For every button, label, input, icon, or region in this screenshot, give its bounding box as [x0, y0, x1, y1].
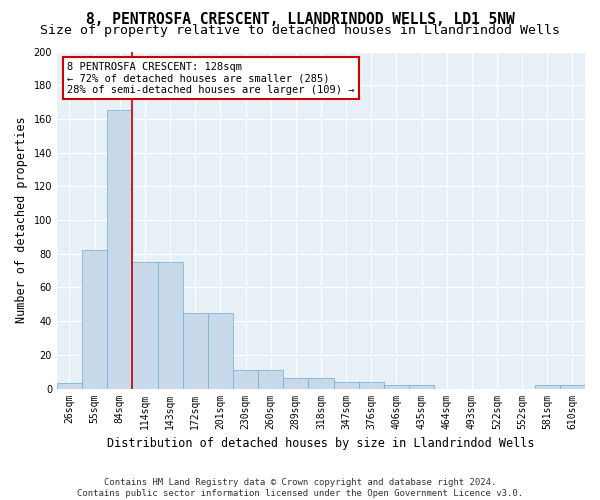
Bar: [308, 378, 334, 388]
Bar: [384, 385, 409, 388]
Text: Size of property relative to detached houses in Llandrindod Wells: Size of property relative to detached ho…: [40, 24, 560, 37]
Bar: [208, 312, 233, 388]
Bar: [334, 382, 359, 388]
Bar: [535, 385, 560, 388]
Bar: [182, 312, 208, 388]
Text: 8, PENTROSFA CRESCENT, LLANDRINDOD WELLS, LD1 5NW: 8, PENTROSFA CRESCENT, LLANDRINDOD WELLS…: [86, 12, 514, 28]
Text: Contains HM Land Registry data © Crown copyright and database right 2024.
Contai: Contains HM Land Registry data © Crown c…: [77, 478, 523, 498]
Bar: [133, 262, 158, 388]
Bar: [283, 378, 308, 388]
Bar: [57, 384, 82, 388]
Bar: [107, 110, 133, 388]
Text: 8 PENTROSFA CRESCENT: 128sqm
← 72% of detached houses are smaller (285)
28% of s: 8 PENTROSFA CRESCENT: 128sqm ← 72% of de…: [67, 62, 355, 95]
X-axis label: Distribution of detached houses by size in Llandrindod Wells: Distribution of detached houses by size …: [107, 437, 535, 450]
Bar: [359, 382, 384, 388]
Bar: [560, 385, 585, 388]
Bar: [158, 262, 182, 388]
Bar: [82, 250, 107, 388]
Bar: [409, 385, 434, 388]
Y-axis label: Number of detached properties: Number of detached properties: [15, 116, 28, 324]
Bar: [258, 370, 283, 388]
Bar: [233, 370, 258, 388]
